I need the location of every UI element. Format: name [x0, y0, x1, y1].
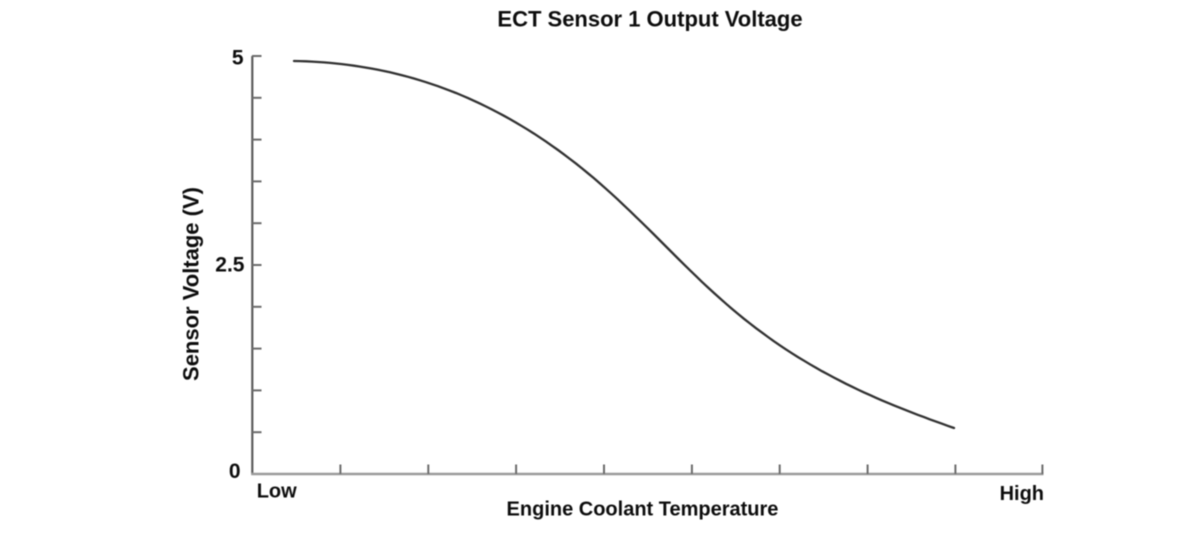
svg-text:2.5: 2.5 [215, 254, 245, 277]
svg-text:Low: Low [257, 481, 297, 503]
svg-text:ECT Sensor 1 Output Voltage: ECT Sensor 1 Output Voltage [497, 7, 802, 32]
svg-text:Sensor Voltage (V): Sensor Voltage (V) [178, 187, 203, 381]
svg-text:Engine Coolant Temperature: Engine Coolant Temperature [507, 499, 779, 521]
svg-text:5: 5 [232, 47, 244, 70]
svg-text:0: 0 [229, 460, 241, 483]
svg-text:High: High [1000, 483, 1044, 505]
